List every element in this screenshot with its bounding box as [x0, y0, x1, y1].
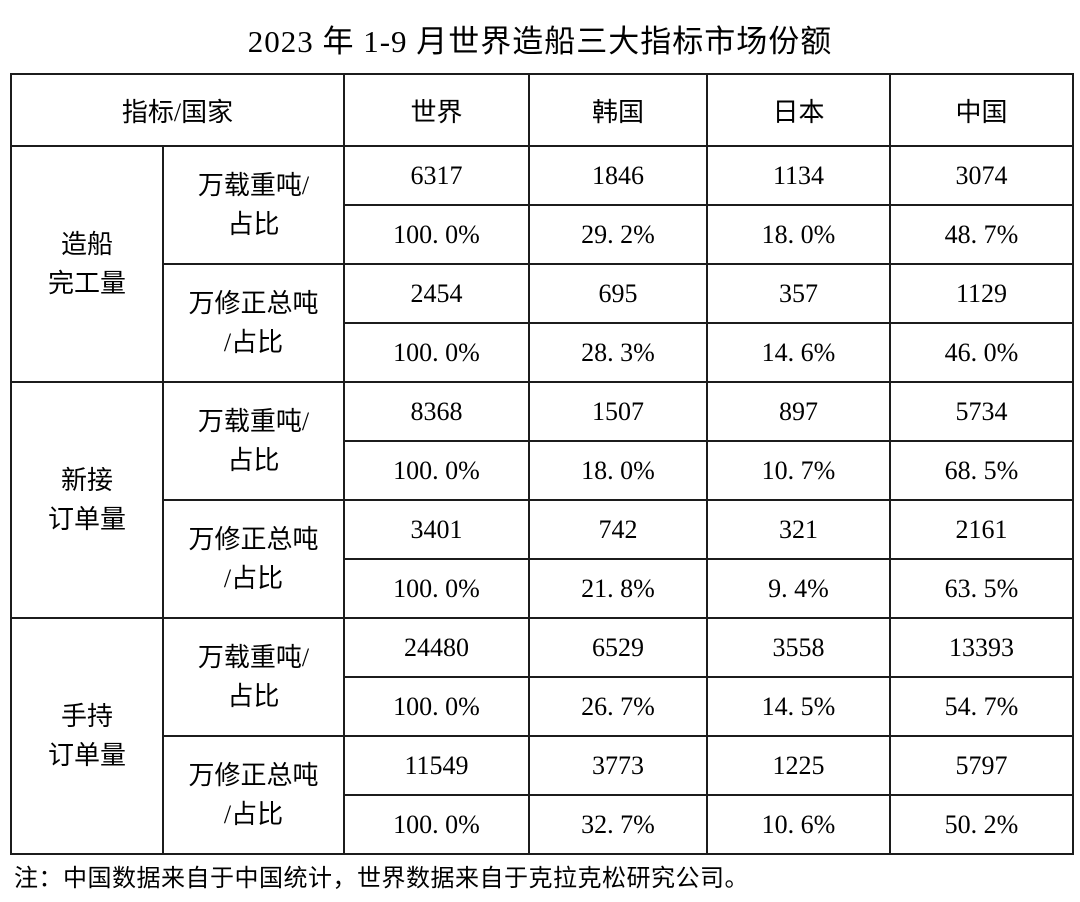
metric-label-line: 万载重吨/ [197, 407, 310, 436]
table-row: 100. 0% 32. 7% 10. 6% 50. 2% [11, 794, 1075, 855]
metric-label-dwt-g1: 万载重吨/ 占比 [161, 145, 346, 265]
share-cell: 18. 0% [706, 204, 892, 265]
share-cell: 14. 5% [706, 676, 892, 737]
value-cell: 1225 [706, 735, 892, 796]
table-row: 100. 0% 18. 0% 10. 7% 68. 5% [11, 440, 1075, 501]
metric-label-cgt-g1: 万修正总吨 /占比 [161, 263, 346, 383]
share-cell: 54. 7% [889, 676, 1075, 737]
country-header-world: 世界 [343, 73, 531, 147]
group-label-completion: 造船 完工量 [10, 145, 164, 383]
footnote: 注：中国数据来自于中国统计，世界数据来自于克拉克松研究公司。 [14, 866, 749, 892]
value-cell: 3558 [706, 617, 892, 678]
group-label-line: 新接 [60, 466, 113, 495]
share-cell: 46. 0% [889, 322, 1075, 383]
metric-label-dwt-g2: 万载重吨/ 占比 [161, 381, 346, 501]
group-label-line: 完工量 [47, 269, 126, 298]
value-cell: 5734 [889, 381, 1075, 442]
share-cell: 50. 2% [889, 794, 1075, 855]
value-cell: 3401 [343, 499, 531, 560]
value-cell: 2161 [889, 499, 1075, 560]
share-cell: 26. 7% [528, 676, 709, 737]
share-cell: 68. 5% [889, 440, 1075, 501]
group-label-orders-on-hand: 手持 订单量 [10, 617, 164, 855]
share-cell: 100. 0% [343, 322, 531, 383]
table-row: 手持 订单量 万载重吨/ 占比 24480 6529 3558 13393 [10, 617, 1075, 855]
group-label-line: 造船 [60, 230, 113, 259]
metric-label-line: 占比 [227, 446, 280, 475]
value-cell: 1129 [889, 263, 1075, 324]
value-cell: 11549 [343, 735, 531, 796]
header-row: 指标/国家 世界 韩国 日本 中国 [9, 73, 1075, 147]
metric-label-line: 万修正总吨 [188, 289, 319, 318]
value-cell: 742 [528, 499, 709, 560]
share-cell: 10. 6% [706, 794, 892, 855]
share-cell: 48. 7% [889, 204, 1075, 265]
metric-label-line: 万修正总吨 [188, 525, 319, 554]
table-row: 100. 0% 26. 7% 14. 5% 54. 7% [11, 676, 1075, 737]
group-label-line: 订单量 [47, 505, 126, 534]
table-row: 造船 完工量 万载重吨/ 占比 6317 1846 1134 3074 [10, 145, 1075, 383]
value-cell: 8368 [343, 381, 531, 442]
metric-label-line: 占比 [227, 682, 280, 711]
metric-label-line: /占比 [223, 564, 284, 593]
country-header-china: 中国 [889, 73, 1075, 147]
metric-label-line: 占比 [227, 210, 280, 239]
value-cell: 2454 [343, 263, 531, 324]
value-cell: 24480 [343, 617, 531, 678]
metric-label-line: /占比 [223, 800, 284, 829]
value-cell: 357 [706, 263, 892, 324]
market-share-table: 指标/国家 世界 韩国 日本 中国 造船 完工量 万载重吨/ 占比 6317 1… [9, 73, 1075, 855]
country-header-japan: 日本 [706, 73, 892, 147]
metric-label-line: 万载重吨/ [197, 643, 310, 672]
share-cell: 100. 0% [343, 676, 531, 737]
value-cell: 1134 [706, 145, 892, 206]
table-row: 新接 订单量 万载重吨/ 占比 8368 1507 897 5734 [10, 381, 1075, 619]
share-cell: 100. 0% [343, 794, 531, 855]
share-cell: 29. 2% [528, 204, 709, 265]
group-label-line: 手持 [60, 702, 113, 731]
metric-label-line: 万载重吨/ [197, 171, 310, 200]
table-row: 万修正总吨 /占比 3401 742 321 2161 [11, 499, 1075, 619]
value-cell: 321 [706, 499, 892, 560]
value-cell: 1507 [528, 381, 709, 442]
country-header-korea: 韩国 [528, 73, 709, 147]
metric-label-cgt-g3: 万修正总吨 /占比 [161, 735, 346, 855]
value-cell: 6317 [343, 145, 531, 206]
table-row: 100. 0% 21. 8% 9. 4% 63. 5% [11, 558, 1075, 619]
metric-label-line: 万修正总吨 [188, 761, 319, 790]
share-cell: 10. 7% [706, 440, 892, 501]
value-cell: 5797 [889, 735, 1075, 796]
share-cell: 100. 0% [343, 204, 531, 265]
group-label-new-orders: 新接 订单量 [10, 381, 164, 619]
table-row: 万修正总吨 /占比 2454 695 357 1129 [11, 263, 1075, 383]
value-cell: 897 [706, 381, 892, 442]
corner-header-cell: 指标/国家 [9, 73, 346, 147]
metric-label-dwt-g3: 万载重吨/ 占比 [161, 617, 346, 737]
table-row: 100. 0% 29. 2% 18. 0% 48. 7% [11, 204, 1075, 265]
table-row: 100. 0% 28. 3% 14. 6% 46. 0% [11, 322, 1075, 383]
share-cell: 100. 0% [343, 558, 531, 619]
share-cell: 21. 8% [528, 558, 709, 619]
table-row: 万修正总吨 /占比 11549 3773 1225 5797 [11, 735, 1075, 855]
share-cell: 100. 0% [343, 440, 531, 501]
group-label-line: 订单量 [47, 741, 126, 770]
page-title: 2023 年 1-9 月世界造船三大指标市场份额 [247, 24, 833, 59]
value-cell: 3773 [528, 735, 709, 796]
value-cell: 1846 [528, 145, 709, 206]
value-cell: 6529 [528, 617, 709, 678]
value-cell: 3074 [889, 145, 1075, 206]
value-cell: 13393 [889, 617, 1075, 678]
metric-label-line: /占比 [223, 328, 284, 357]
metric-label-cgt-g2: 万修正总吨 /占比 [161, 499, 346, 619]
share-cell: 32. 7% [528, 794, 709, 855]
share-cell: 28. 3% [528, 322, 709, 383]
share-cell: 63. 5% [889, 558, 1075, 619]
share-cell: 14. 6% [706, 322, 892, 383]
share-cell: 18. 0% [528, 440, 709, 501]
share-cell: 9. 4% [706, 558, 892, 619]
value-cell: 695 [528, 263, 709, 324]
